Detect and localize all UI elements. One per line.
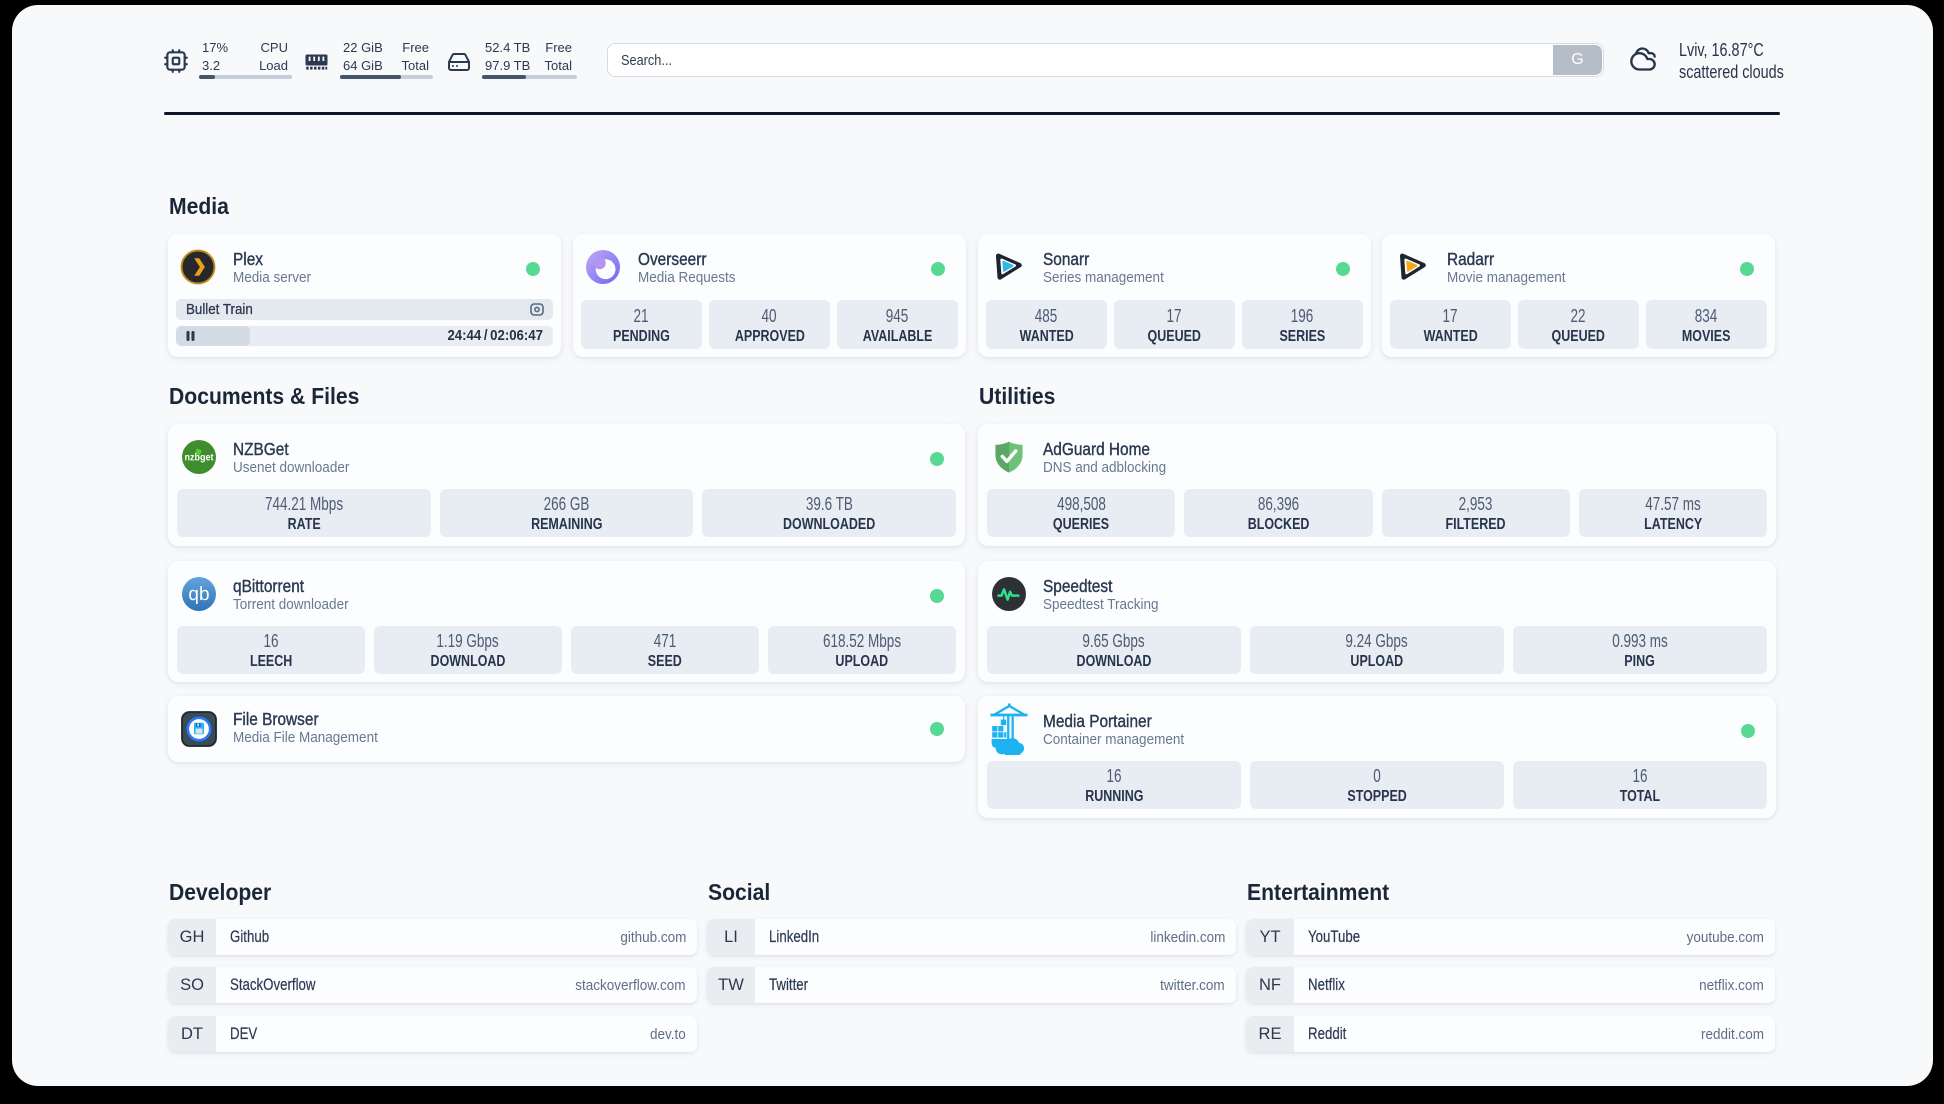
svg-text:qb: qb xyxy=(188,584,209,605)
svg-text:nzbget: nzbget xyxy=(184,452,214,463)
